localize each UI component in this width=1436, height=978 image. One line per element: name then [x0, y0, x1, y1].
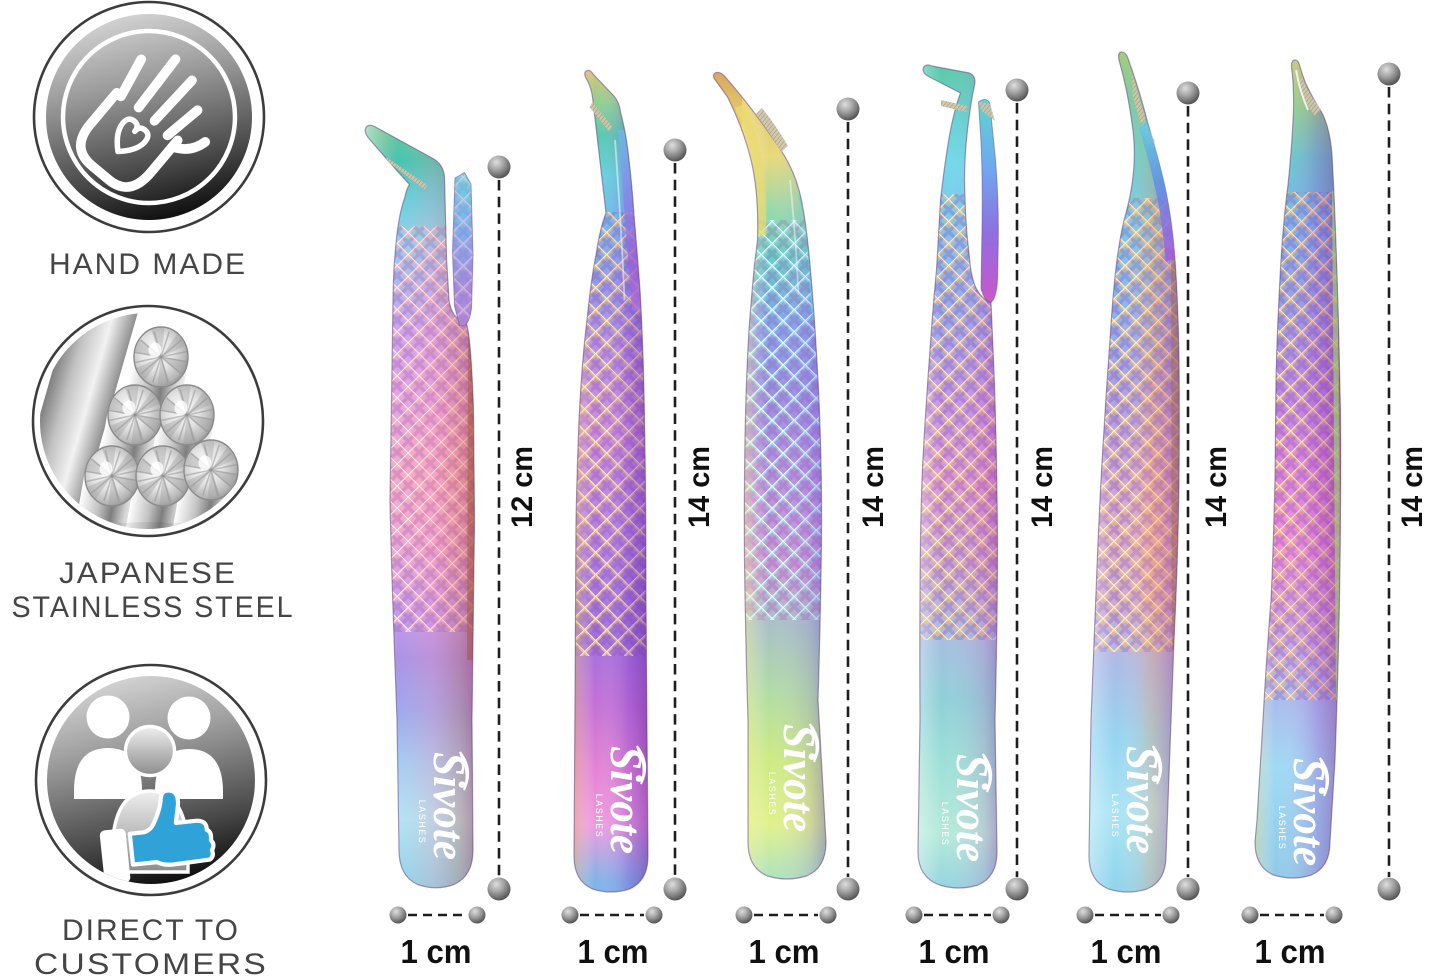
svg-text:14 cm: 14 cm — [1200, 446, 1233, 528]
svg-text:1 cm: 1 cm — [401, 933, 472, 970]
svg-text:HAND MADE: HAND MADE — [49, 248, 247, 281]
svg-text:JAPANESE: JAPANESE — [59, 557, 237, 590]
svg-text:LASHES: LASHES — [1110, 794, 1120, 839]
svg-text:1 cm: 1 cm — [919, 933, 990, 970]
svg-text:12 cm: 12 cm — [506, 446, 539, 528]
svg-text:STAINLESS STEEL: STAINLESS STEEL — [12, 591, 295, 624]
svg-text:1 cm: 1 cm — [749, 933, 820, 970]
svg-text:1 cm: 1 cm — [1091, 933, 1162, 970]
svg-text:14 cm: 14 cm — [857, 446, 890, 528]
svg-text:1 cm: 1 cm — [1255, 933, 1326, 970]
svg-text:LASHES: LASHES — [940, 802, 950, 847]
svg-text:LASHES: LASHES — [417, 800, 427, 845]
svg-text:DIRECT TO: DIRECT TO — [62, 914, 240, 947]
svg-text:LASHES: LASHES — [1277, 806, 1287, 851]
svg-text:14 cm: 14 cm — [1396, 446, 1429, 528]
svg-text:14 cm: 14 cm — [1026, 446, 1059, 528]
svg-text:14 cm: 14 cm — [683, 446, 716, 528]
svg-text:1 cm: 1 cm — [578, 933, 649, 970]
svg-text:LASHES: LASHES — [767, 772, 777, 817]
svg-text:CUSTOMERS: CUSTOMERS — [34, 948, 268, 978]
svg-text:LASHES: LASHES — [594, 794, 604, 839]
